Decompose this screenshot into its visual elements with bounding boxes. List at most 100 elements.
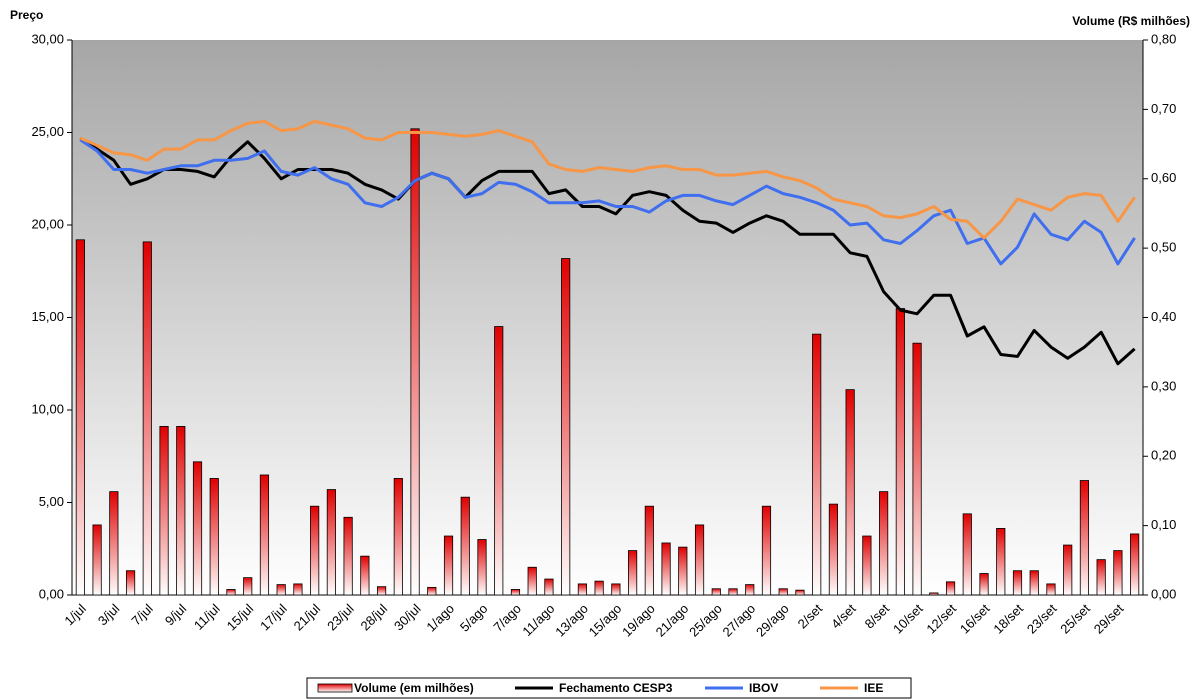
x-tick-label: 1/ago: [423, 601, 457, 635]
y-tick-label: 10,00: [31, 401, 64, 416]
x-tick-label: 29/set: [1091, 601, 1127, 637]
x-tick-label: 12/set: [923, 601, 959, 637]
bar: [628, 550, 638, 596]
bar: [109, 491, 119, 596]
bar: [694, 524, 705, 596]
line: [79, 119, 1136, 240]
bar: [879, 491, 889, 596]
bar: [979, 573, 989, 596]
x-tick-label: 7/ago: [490, 601, 524, 635]
y2-tick-label: 0,60: [1151, 170, 1176, 185]
y2-tick-label: 0,80: [1151, 31, 1176, 46]
x-tick-label: 25/set: [1057, 601, 1093, 637]
bar: [845, 389, 855, 596]
bar: [561, 258, 571, 596]
bar: [142, 241, 152, 596]
bar: [594, 580, 604, 596]
bar: [1096, 559, 1106, 596]
x-tick-label: 15/ago: [586, 601, 625, 640]
bar: [1113, 550, 1123, 596]
bar: [293, 583, 303, 596]
bar: [1012, 570, 1023, 596]
x-tick-label: 23/set: [1024, 601, 1060, 637]
bar: [276, 584, 286, 596]
bar: [661, 542, 671, 596]
y-tick-label: 15,00: [31, 309, 64, 324]
x-tick-label: 10/set: [890, 601, 926, 637]
bar: [209, 478, 219, 596]
bar: [360, 555, 370, 596]
bar: [393, 478, 403, 596]
bar: [544, 578, 554, 596]
x-tick-label: 29/ago: [753, 601, 792, 640]
y2-axis-title: Volume (R$ milhões): [1072, 14, 1190, 28]
bar: [812, 333, 822, 596]
bar: [678, 546, 688, 596]
bar: [1029, 570, 1039, 596]
y2-tick-label: 0,20: [1151, 448, 1176, 463]
y2-tick-label: 0,70: [1151, 101, 1176, 116]
x-tick-label: 28/jul: [358, 601, 391, 634]
x-tick-label: 17/jul: [257, 601, 290, 634]
bar: [711, 588, 721, 596]
legend: Volume (em milhões) Fechamento CESP3 IBOV I…: [306, 677, 912, 699]
x-tick-label: 5/ago: [457, 601, 491, 635]
bar: [577, 583, 587, 596]
x-tick-label: 9/jul: [162, 601, 190, 629]
bar: [1063, 544, 1073, 596]
x-tick-label: 18/set: [990, 601, 1026, 637]
x-tick-label: 3/jul: [95, 601, 123, 629]
x-tick-label: 15/jul: [224, 601, 257, 634]
bar: [125, 570, 136, 596]
x-tick-label: 21/ago: [653, 601, 692, 640]
bar: [761, 505, 772, 596]
x-tick-label: 11/ago: [519, 601, 557, 639]
y-tick-label: 20,00: [31, 216, 64, 231]
bar: [745, 584, 755, 596]
y2-tick-label: 0,30: [1151, 378, 1176, 393]
bar: [1079, 480, 1090, 596]
bar: [494, 326, 504, 596]
bar: [326, 489, 336, 596]
bar: [644, 505, 654, 596]
bar: [527, 566, 537, 596]
x-tick-label: 30/jul: [391, 601, 424, 634]
bar: [945, 581, 956, 596]
y-tick-label: 5,00: [39, 494, 64, 509]
bar: [795, 589, 805, 596]
legend-box: [306, 677, 912, 699]
bar: [895, 308, 905, 596]
bar: [778, 588, 788, 596]
x-tick-label: 11/jul: [191, 601, 223, 633]
bar: [443, 535, 454, 596]
bar: [243, 577, 253, 596]
bar: [828, 503, 838, 596]
bar: [192, 461, 203, 596]
y2-tick-label: 0,40: [1151, 309, 1176, 324]
bar: [912, 342, 922, 596]
x-tick-label: 16/set: [957, 601, 993, 637]
bar: [996, 528, 1006, 596]
bar: [728, 588, 738, 596]
bar: [427, 586, 437, 596]
y2-tick-label: 0,00: [1151, 586, 1176, 601]
legend-label: IEE: [864, 681, 883, 695]
x-tick-label: 2/set: [795, 601, 826, 632]
bar: [259, 474, 270, 596]
bar: [159, 426, 169, 596]
y-tick-label: 25,00: [31, 124, 64, 139]
x-tick-label: 7/jul: [128, 601, 156, 629]
legend-label: IBOV: [749, 681, 778, 695]
bar: [962, 513, 972, 596]
bar: [510, 589, 521, 596]
line: [79, 136, 1136, 366]
plot-area: [72, 40, 1143, 595]
x-tick-label: 19/ago: [619, 601, 658, 640]
bar: [862, 535, 872, 596]
bar: [226, 589, 236, 596]
bar: [75, 239, 85, 596]
x-tick-label: 21/jul: [291, 601, 324, 634]
y-axis-title: Preço: [10, 8, 43, 22]
y2-tick-label: 0,50: [1151, 240, 1176, 255]
